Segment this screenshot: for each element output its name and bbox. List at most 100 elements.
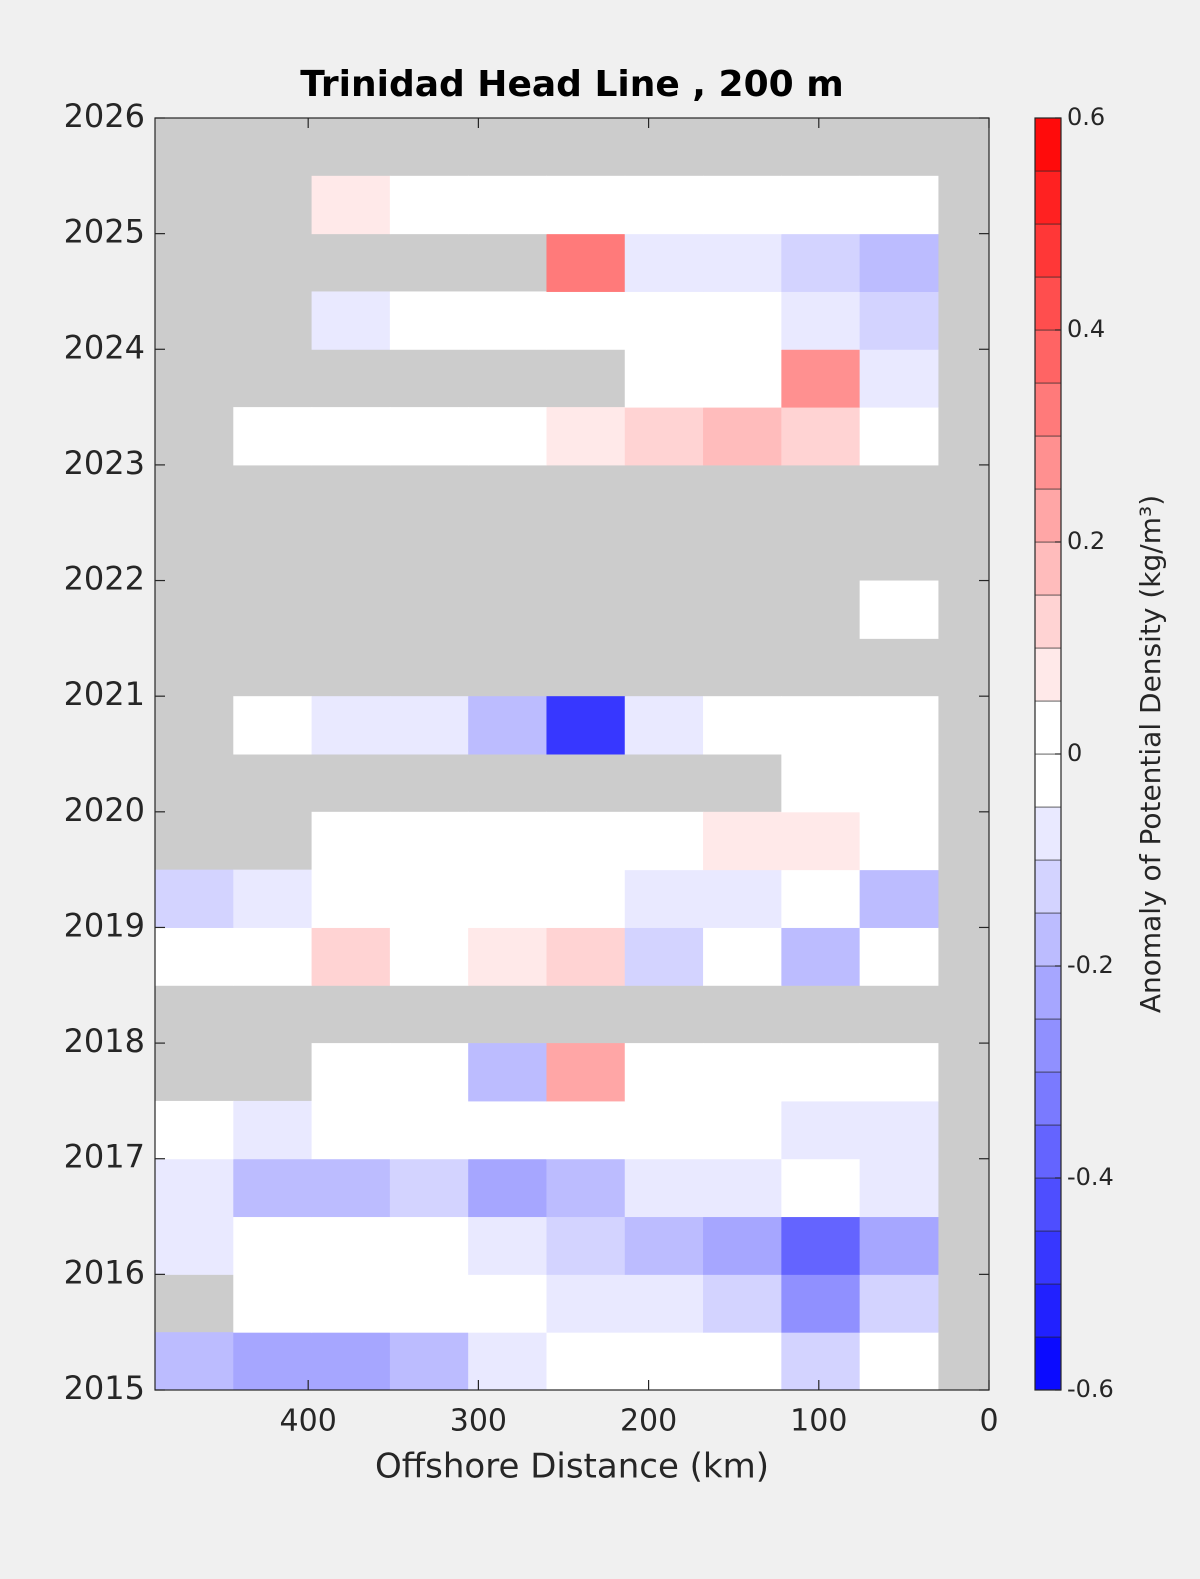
contour-cell — [311, 175, 391, 235]
colorbar-band — [1034, 753, 1062, 808]
colorbar-band — [1034, 912, 1062, 967]
colorbar-band — [1034, 1283, 1062, 1338]
contour-cell — [468, 1216, 547, 1275]
contour-cell — [781, 349, 861, 408]
contour-cell — [546, 291, 626, 350]
contour-cell — [624, 1332, 704, 1391]
y-tick-label: 2021 — [64, 675, 145, 713]
contour-cell — [859, 754, 939, 813]
contour-cell — [703, 1332, 782, 1391]
contour-cell — [468, 869, 547, 928]
contour-cell — [703, 1274, 782, 1333]
contour-cell — [781, 175, 861, 235]
contour-cell — [781, 696, 861, 755]
colorbar-band — [1034, 541, 1062, 596]
contour-cell — [624, 1100, 704, 1160]
contour-cell — [311, 1043, 391, 1102]
colorbar-band — [1034, 1018, 1062, 1073]
contour-cell — [546, 407, 626, 466]
contour-cell — [233, 1158, 313, 1218]
contour-cell — [781, 811, 861, 871]
contour-cell — [389, 291, 469, 350]
contour-cell — [389, 175, 469, 235]
contour-cell — [859, 580, 939, 639]
contour-cell — [703, 1100, 782, 1160]
contour-cell — [703, 233, 782, 292]
contour-cell — [468, 927, 547, 986]
contour-cell — [389, 696, 469, 755]
contour-cell — [311, 1332, 391, 1391]
contour-cell — [389, 927, 469, 986]
contour-cell — [546, 811, 626, 871]
contour-cell — [546, 1100, 626, 1160]
y-tick-label: 2022 — [64, 560, 145, 598]
y-tick-label: 2017 — [64, 1138, 145, 1176]
contour-cell — [859, 811, 939, 871]
contour-cell — [155, 869, 234, 928]
contour-cell — [624, 696, 704, 755]
contour-cell — [233, 1332, 313, 1391]
contour-cell — [859, 927, 939, 986]
contour-cell — [624, 1274, 704, 1333]
contour-cell — [703, 1043, 782, 1102]
colorbar-tick-label: 0 — [1067, 739, 1082, 767]
contour-cell — [155, 1332, 234, 1391]
contour-cell — [311, 927, 391, 986]
contour-cell — [859, 407, 939, 466]
colorbar-tick-label: 0.2 — [1067, 527, 1105, 555]
contour-cell — [389, 1274, 469, 1333]
colorbar-tick-label: 0.4 — [1067, 315, 1105, 343]
x-tick-label: 100 — [790, 1404, 847, 1439]
contour-cell — [468, 1332, 547, 1391]
contour-cell — [703, 1216, 782, 1275]
contour-cell — [389, 811, 469, 871]
contour-cell — [546, 1158, 626, 1218]
contour-cell — [859, 1158, 939, 1218]
colorbar-band — [1034, 488, 1062, 543]
contour-cell — [546, 696, 626, 755]
contour-cell — [859, 1274, 939, 1333]
contour-cell — [703, 291, 782, 350]
colorbar-band — [1034, 594, 1062, 649]
contour-cell — [624, 927, 704, 986]
contour-cell — [781, 1216, 861, 1275]
contour-cell — [703, 927, 782, 986]
contour-cell — [781, 233, 861, 292]
contour-cell — [859, 291, 939, 350]
colorbar-band — [1034, 647, 1062, 702]
contour-cell — [859, 349, 939, 408]
contour-cell — [781, 1274, 861, 1333]
contour-cell — [389, 1158, 469, 1218]
x-axis-label: Offshore Distance (km) — [375, 1447, 769, 1487]
contour-cell — [155, 1216, 234, 1275]
x-tick-label: 0 — [979, 1404, 998, 1439]
contour-cell — [546, 1332, 626, 1391]
y-tick-label: 2025 — [64, 213, 145, 251]
contour-cell — [859, 1043, 939, 1102]
contour-cell — [468, 407, 547, 466]
colorbar-band — [1034, 859, 1062, 914]
colorbar-tick-label: -0.4 — [1067, 1163, 1114, 1191]
contour-cell — [233, 1216, 313, 1275]
contour-cell — [233, 1274, 313, 1333]
contour-cell — [155, 927, 234, 986]
contour-cell — [624, 407, 704, 466]
y-tick-label: 2016 — [64, 1253, 145, 1291]
colorbar-band — [1034, 329, 1062, 384]
x-tick-label: 400 — [280, 1404, 337, 1439]
contour-cell — [703, 869, 782, 928]
contour-cell — [389, 1332, 469, 1391]
contour-cell — [781, 1158, 861, 1218]
y-tick-label: 2019 — [64, 906, 145, 944]
contour-cell — [546, 927, 626, 986]
contour-cell — [546, 869, 626, 928]
contour-cell — [468, 811, 547, 871]
y-tick-label: 2015 — [64, 1369, 145, 1407]
colorbar-band — [1034, 965, 1062, 1020]
contour-cell — [546, 233, 626, 292]
colorbar-band — [1034, 700, 1062, 755]
contour-cell — [546, 175, 626, 235]
contour-cell — [859, 1216, 939, 1275]
contour-cell — [311, 696, 391, 755]
